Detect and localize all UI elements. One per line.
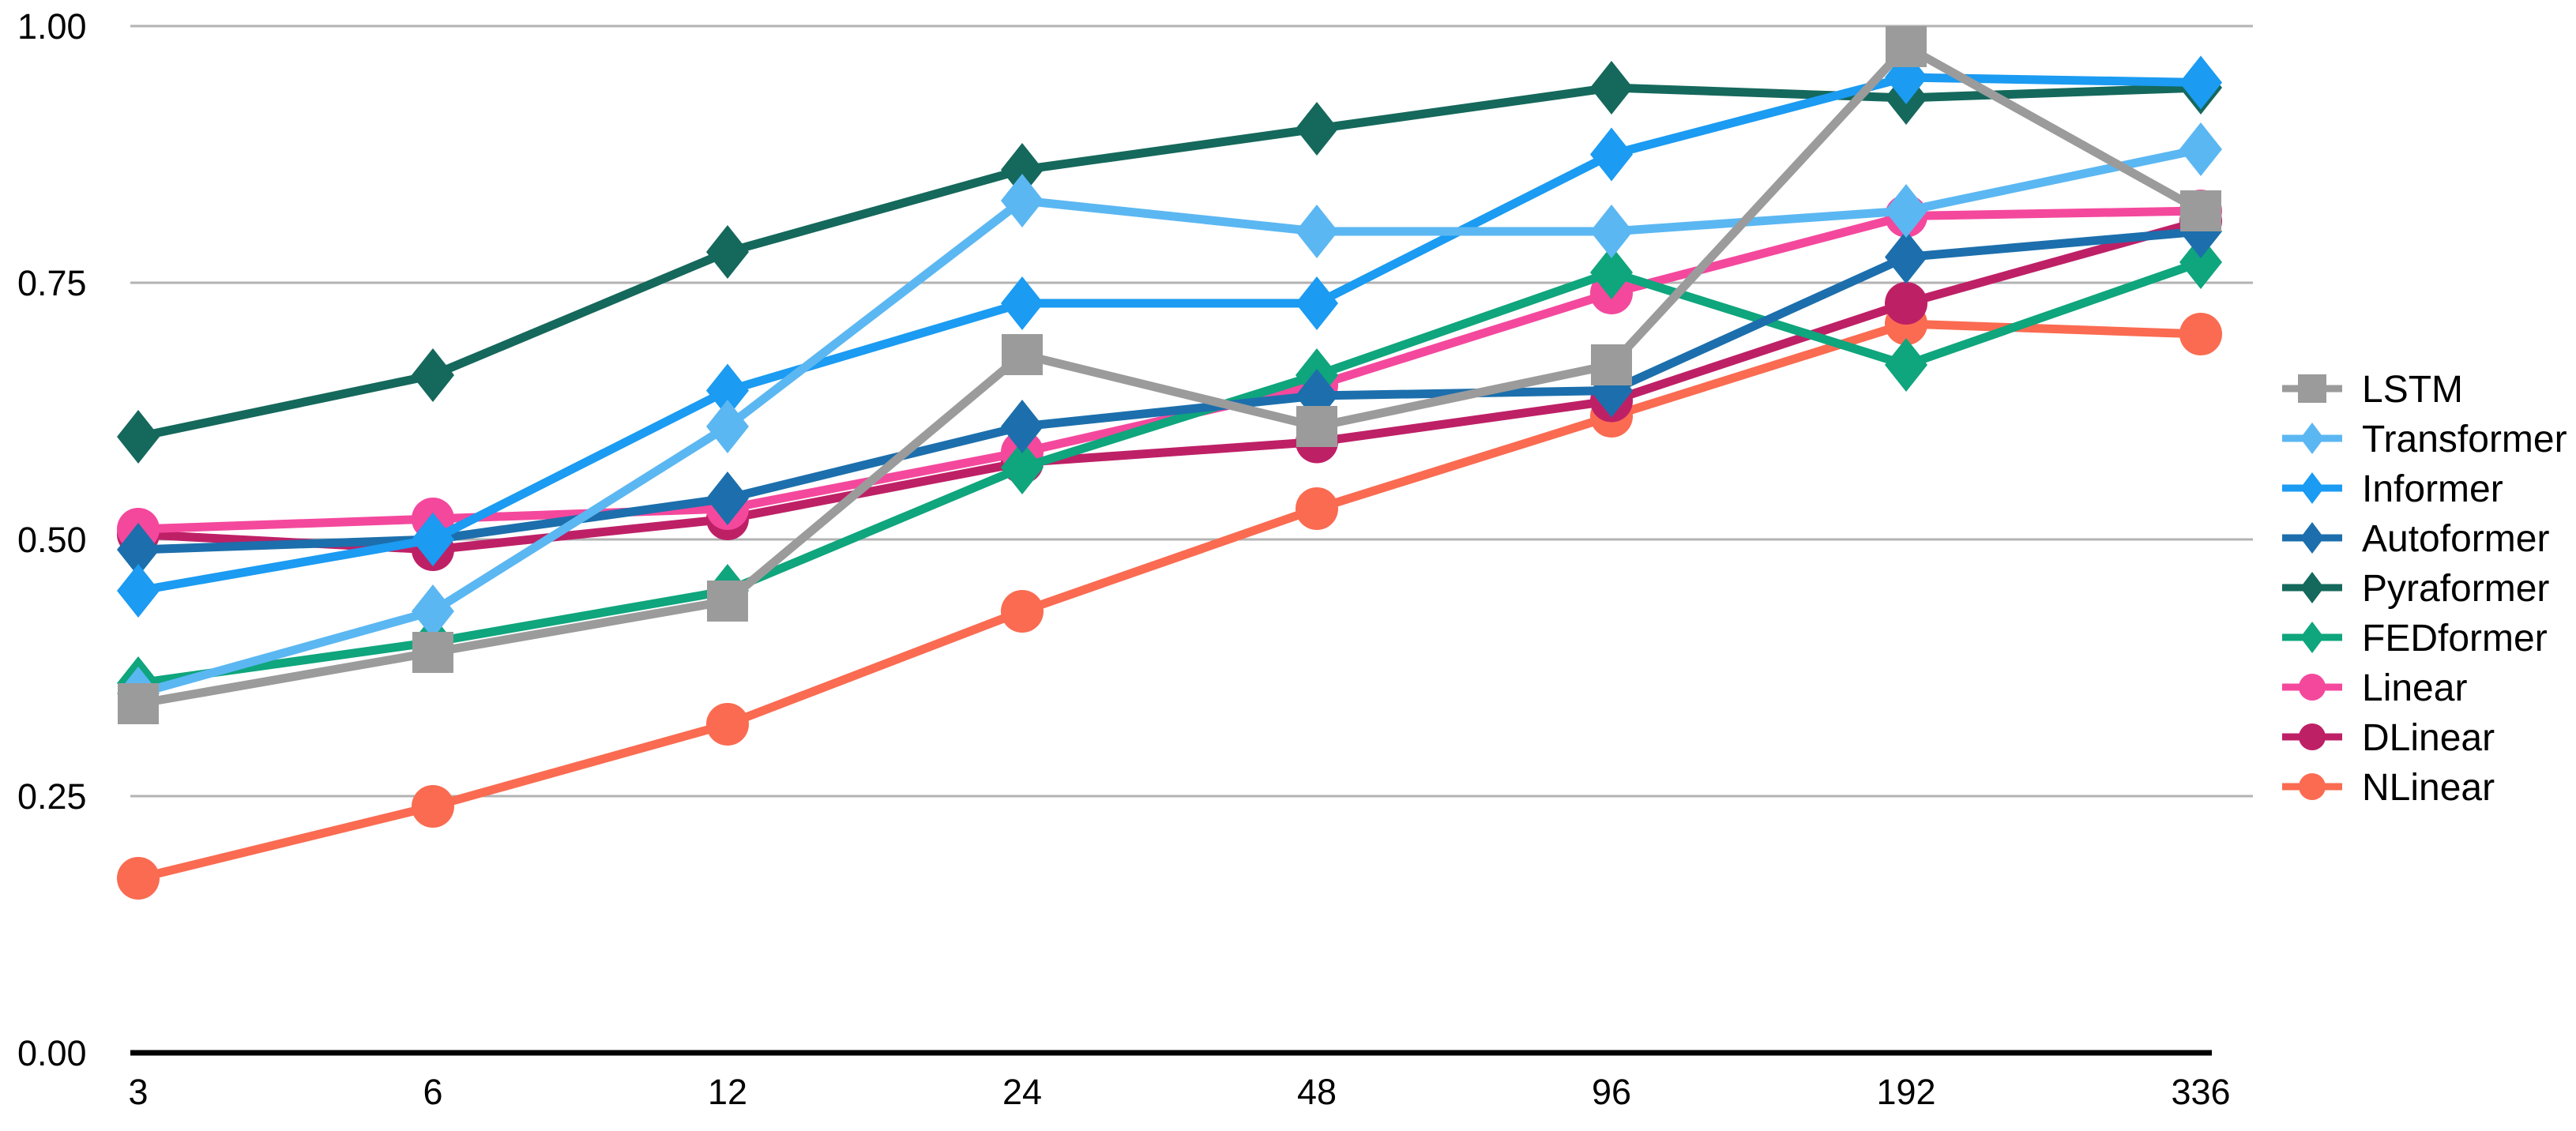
circle-marker-icon <box>2299 773 2326 800</box>
series-line <box>134 227 2206 554</box>
diamond-marker-icon <box>2179 122 2222 176</box>
diamond-marker-icon <box>2179 55 2222 110</box>
x-axis-tick-label: 3 <box>128 1072 148 1112</box>
diamond-marker-icon <box>1885 184 1927 238</box>
diamond-marker-icon <box>2300 572 2324 603</box>
series-lstm <box>118 26 2221 724</box>
circle-marker-icon <box>2299 723 2326 750</box>
x-axis-tick-label: 192 <box>1876 1072 1935 1112</box>
diamond-marker-icon <box>706 225 749 279</box>
series-line <box>134 42 2206 708</box>
square-marker-icon <box>1296 406 1337 447</box>
diamond-marker-icon <box>1001 400 1044 453</box>
diamond-marker-icon <box>2179 235 2222 289</box>
square-marker-icon <box>1591 344 1632 385</box>
series-transformer <box>117 122 2222 720</box>
diamond-marker-icon <box>412 348 454 402</box>
series-line <box>134 216 2206 554</box>
legend-label: LSTM <box>2362 369 2463 411</box>
legend-label: Informer <box>2362 468 2503 510</box>
diamond-marker-icon <box>1885 338 1927 392</box>
square-marker-icon <box>707 581 748 622</box>
legend-label: DLinear <box>2362 717 2495 759</box>
series-line <box>134 319 2206 883</box>
y-axis-tick-label: 0.50 <box>17 520 87 560</box>
diamond-marker-icon <box>1590 205 1633 258</box>
series-autoformer <box>117 205 2222 577</box>
diamond-marker-icon <box>117 564 160 618</box>
diamond-marker-icon <box>1590 61 1633 115</box>
legend-item-nlinear: NLinear <box>2282 767 2495 809</box>
legend-label: Linear <box>2362 667 2467 709</box>
series-line <box>134 73 2206 596</box>
square-marker-icon <box>1002 334 1043 375</box>
legend-label: NLinear <box>2362 767 2495 809</box>
legend-label: Pyraformer <box>2362 568 2549 610</box>
legend-label: Transformer <box>2362 419 2567 460</box>
x-axis-tick-label: 336 <box>2171 1072 2230 1112</box>
square-marker-icon <box>1886 26 1927 67</box>
legend-item-lstm: LSTM <box>2282 369 2463 411</box>
diamond-marker-icon <box>706 363 749 418</box>
legend-label: Autoformer <box>2362 518 2549 560</box>
diamond-marker-icon <box>1001 441 1044 494</box>
legend: LSTM Transformer Informer Autoformer Pyrafor… <box>2282 369 2567 809</box>
y-axis-tick-label: 0.00 <box>17 1033 87 1073</box>
diamond-marker-icon <box>1001 174 1044 227</box>
diamond-marker-icon <box>2300 622 2324 653</box>
legend-item-pyraformer: Pyraformer <box>2282 568 2549 610</box>
diamond-marker-icon <box>1296 102 1338 156</box>
diamond-marker-icon <box>117 523 160 577</box>
circle-marker-icon <box>1885 282 1927 325</box>
circle-marker-icon <box>1296 487 1338 530</box>
diamond-marker-icon <box>1001 276 1044 330</box>
square-marker-icon <box>412 632 453 673</box>
legend-item-linear: Linear <box>2282 667 2467 709</box>
series-nlinear <box>117 302 2222 900</box>
diamond-marker-icon <box>117 410 160 464</box>
diamond-marker-icon <box>1590 246 1633 299</box>
circle-marker-icon <box>706 703 749 746</box>
diamond-marker-icon <box>1885 230 1927 284</box>
diamond-marker-icon <box>1296 276 1338 330</box>
legend-label: FEDformer <box>2362 618 2548 659</box>
legend-item-autoformer: Autoformer <box>2282 518 2549 560</box>
diamond-marker-icon <box>2300 472 2324 504</box>
square-marker-icon <box>118 683 159 724</box>
legend-item-transformer: Transformer <box>2282 419 2567 460</box>
series-line <box>134 145 2206 698</box>
diamond-marker-icon <box>2300 522 2324 554</box>
circle-marker-icon <box>2299 674 2326 701</box>
circle-marker-icon <box>1001 590 1044 633</box>
series-line <box>134 257 2206 688</box>
diamond-marker-icon <box>1001 143 1044 197</box>
diamond-marker-icon <box>1296 205 1338 258</box>
y-axis-tick-label: 0.75 <box>17 263 87 303</box>
x-axis-tick-label: 12 <box>708 1072 747 1112</box>
circle-marker-icon <box>2179 313 2222 355</box>
diamond-marker-icon <box>1590 127 1633 182</box>
diamond-marker-icon <box>706 400 749 453</box>
x-axis-tick-label: 48 <box>1297 1072 1337 1112</box>
x-axis-tick-label: 6 <box>423 1072 442 1112</box>
legend-item-fedformer: FEDformer <box>2282 618 2548 659</box>
x-axis-tick-label: 24 <box>1002 1072 1042 1112</box>
circle-marker-icon <box>117 857 160 900</box>
legend-item-dlinear: DLinear <box>2282 717 2495 759</box>
diamond-marker-icon <box>2300 423 2324 454</box>
circle-marker-icon <box>412 785 454 828</box>
diamond-marker-icon <box>412 584 454 638</box>
y-axis-tick-label: 1.00 <box>17 6 87 47</box>
diamond-marker-icon <box>706 472 749 525</box>
square-marker-icon <box>2180 190 2221 231</box>
diamond-marker-icon <box>412 513 454 566</box>
x-axis-tick-label: 96 <box>1592 1072 1631 1112</box>
square-marker-icon <box>2298 374 2326 403</box>
y-axis-tick-label: 0.25 <box>17 776 87 817</box>
legend-item-informer: Informer <box>2282 468 2503 510</box>
